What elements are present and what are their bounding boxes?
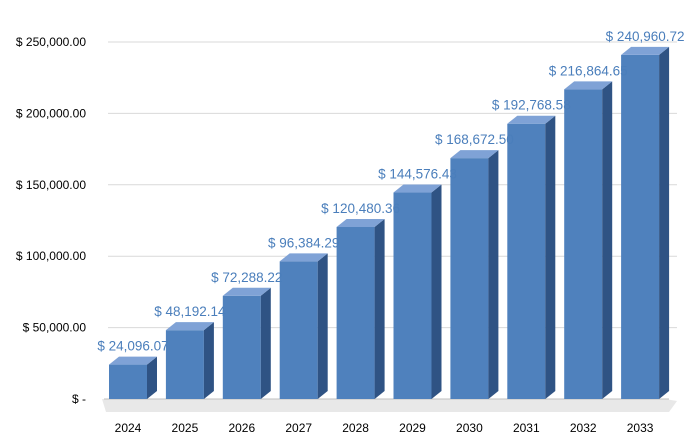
bar — [621, 46, 670, 400]
x-tick-label: 2033 — [627, 421, 654, 435]
bar-top — [336, 218, 385, 227]
bar-side — [431, 184, 442, 399]
bar-side — [488, 150, 499, 399]
data-label: $ 48,192.14 — [154, 304, 226, 319]
x-tick-label: 2032 — [570, 421, 597, 435]
bar-front — [564, 89, 603, 400]
data-label: $ 216,864.65 — [549, 63, 628, 78]
bar — [222, 287, 271, 399]
x-tick-label: 2028 — [342, 421, 369, 435]
bars — [109, 46, 670, 400]
bar — [564, 81, 613, 400]
y-tick-label: $ 250,000.00 — [16, 35, 86, 49]
bar-front — [393, 192, 432, 399]
data-label: $ 72,288.22 — [211, 270, 282, 285]
bar-front — [450, 158, 489, 399]
x-tick-label: 2024 — [115, 421, 142, 435]
bar-side — [374, 218, 385, 399]
bar — [109, 356, 157, 399]
bar-front — [109, 364, 147, 399]
x-axis-ticks: 2024 2025 2026 2027 2028 2029 2030 2031 2032 2033 — [115, 421, 654, 435]
bar-front — [621, 54, 660, 400]
bar — [165, 322, 214, 399]
x-tick-label: 2030 — [456, 421, 483, 435]
bar-top — [450, 150, 499, 159]
bar-side — [659, 46, 670, 400]
y-tick-label: $ 150,000.00 — [16, 178, 86, 192]
bar-side — [317, 253, 328, 399]
data-label: $ 96,384.29 — [268, 235, 339, 250]
y-tick-label: $ - — [72, 392, 86, 406]
bar-front — [279, 261, 318, 399]
data-label: $ 192,768.58 — [492, 98, 571, 113]
x-tick-label: 2025 — [172, 421, 199, 435]
y-axis-ticks: $ - $ 50,000.00 $ 100,000.00 $ 150,000.00 $ … — [16, 35, 86, 406]
bar-side — [260, 287, 271, 399]
bar — [336, 218, 385, 399]
x-tick-label: 2027 — [285, 421, 312, 435]
bar-side — [602, 81, 613, 400]
bar-front — [336, 226, 375, 399]
bar-front — [507, 123, 546, 399]
bar-top — [165, 322, 214, 331]
y-tick-label: $ 50,000.00 — [23, 321, 87, 335]
data-label: $ 24,096.07 — [97, 339, 168, 354]
bar-top — [393, 184, 442, 193]
floor-plane — [102, 399, 677, 412]
data-label: $ 144,576.43 — [378, 167, 457, 182]
bar-side — [545, 115, 556, 399]
bar-side — [147, 356, 157, 399]
bar-front — [222, 295, 261, 399]
bar-top — [507, 115, 556, 124]
bar-side — [203, 322, 214, 399]
bar-top — [109, 356, 157, 365]
y-tick-label: $ 100,000.00 — [16, 249, 86, 263]
data-label: $ 168,672.50 — [435, 132, 514, 147]
bar — [450, 150, 499, 399]
x-tick-label: 2031 — [513, 421, 540, 435]
x-tick-label: 2026 — [228, 421, 255, 435]
data-labels: $ 24,096.07 $ 48,192.14 $ 72,288.22 $ 96,38… — [97, 29, 684, 354]
bar — [393, 184, 442, 399]
data-label: $ 120,480.36 — [321, 201, 400, 216]
bar-top — [564, 81, 613, 90]
bar-front — [165, 330, 204, 399]
bar-top — [279, 253, 328, 262]
x-tick-label: 2029 — [399, 421, 426, 435]
bar — [279, 253, 328, 399]
y-tick-label: $ 200,000.00 — [16, 106, 86, 120]
bar-top — [222, 287, 271, 296]
bar — [507, 115, 556, 399]
data-label: $ 240,960.72 — [606, 29, 685, 44]
chart-floor — [102, 398, 677, 412]
bar-top — [621, 46, 670, 55]
